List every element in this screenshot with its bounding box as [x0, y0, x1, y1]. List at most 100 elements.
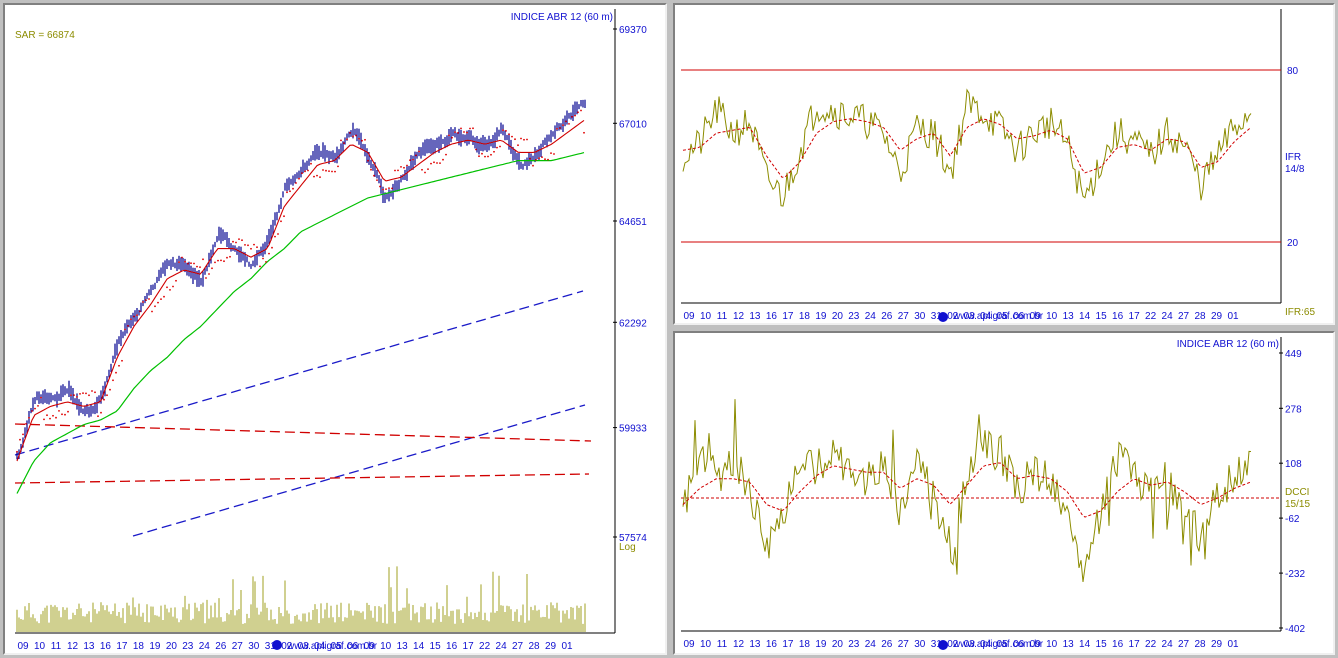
- sar-dot: [73, 394, 75, 396]
- sar-dot: [376, 179, 378, 182]
- sar-dot: [31, 410, 33, 412]
- sar-dots: [16, 109, 585, 453]
- sar-dot: [118, 364, 120, 367]
- sar-dot: [385, 188, 387, 191]
- sar-dot: [169, 289, 171, 291]
- sar-dot: [64, 413, 66, 416]
- sar-dot: [220, 259, 222, 262]
- sar-dot: [163, 295, 165, 298]
- sar-dot: [247, 244, 249, 247]
- ifr-x-tick-label: 24: [1162, 311, 1174, 322]
- price-x-tick-label: 09: [364, 641, 376, 652]
- sar-dot: [76, 396, 78, 398]
- sar-dot: [40, 396, 42, 399]
- url-badge[interactable]: www.apligraf.com.br: [272, 640, 378, 652]
- price-x-tick-label: 13: [397, 641, 409, 652]
- dcci-line: [682, 399, 1252, 582]
- sar-dot: [301, 172, 303, 175]
- dcci-indicator-params: 15/15: [1285, 499, 1310, 510]
- sar-dot: [283, 215, 285, 218]
- sar-dot: [574, 114, 576, 117]
- sar-dot: [103, 398, 105, 401]
- sar-dot: [289, 190, 291, 193]
- price-y-tick-label: 62292: [619, 318, 647, 329]
- dcci-x-tick-label: 04: [980, 639, 992, 650]
- sar-dot: [265, 261, 267, 263]
- dcci-x-tick-label: 19: [815, 639, 827, 650]
- dcci-x-tick-label: 13: [749, 639, 761, 650]
- sar-dot: [493, 150, 495, 153]
- dcci-x-tick-label: 10: [700, 639, 712, 650]
- dcci-y-tick-label: -232: [1285, 569, 1305, 580]
- sar-dot: [403, 166, 405, 169]
- price-x-tick-label: 29: [545, 641, 557, 652]
- price-x-tick-label: 24: [496, 641, 508, 652]
- url-text[interactable]: www.apligraf.com.br: [286, 641, 378, 652]
- ifr-url-badge[interactable]: www.apligraf.com.br: [938, 311, 1044, 322]
- sar-dot: [472, 127, 474, 130]
- sar-dot: [466, 131, 468, 134]
- sar-dot: [508, 133, 510, 136]
- ifr-chart-panel: 80 20 IFR 14/8 IFR:65 09 10 11 12 13 16 17 18 19…: [673, 3, 1335, 325]
- sar-dot: [526, 138, 528, 141]
- dcci-x-tick-label: 28: [1194, 639, 1206, 650]
- ifr-x-tick-label: 16: [766, 311, 778, 322]
- price-x-tick-label: 03: [298, 641, 310, 652]
- price-x-tick-label: 26: [215, 641, 227, 652]
- sar-dot: [388, 187, 390, 190]
- ifr-indicator-params: 14/8: [1285, 164, 1305, 175]
- sar-dot: [127, 325, 129, 327]
- sar-dot: [460, 127, 462, 130]
- sar-dot: [52, 414, 54, 417]
- sar-dot: [355, 134, 357, 137]
- sar-dot: [394, 169, 396, 172]
- ifr-x-tick-label: 29: [1211, 311, 1223, 322]
- ifr-x-tick-label: 30: [914, 311, 926, 322]
- sar-dot: [67, 410, 69, 413]
- dcci-x-tick-label: 14: [1079, 639, 1091, 650]
- sar-dot: [382, 188, 384, 191]
- dcci-url-text[interactable]: www.apligraf.com.br: [952, 639, 1044, 650]
- sar-dot: [115, 371, 117, 374]
- sar-dot: [391, 187, 393, 190]
- sar-dot: [190, 262, 192, 265]
- dcci-x-tick-label: 30: [914, 639, 926, 650]
- price-x-tick-label: 16: [446, 641, 458, 652]
- dcci-x-tick-label: 17: [1129, 639, 1141, 650]
- sar-dot: [358, 137, 360, 140]
- ifr-x-tick-label: 03: [964, 311, 976, 322]
- dcci-x-tick-label: 10: [1046, 639, 1058, 650]
- sar-dot: [58, 410, 60, 412]
- sar-dot: [133, 315, 135, 318]
- ifr-x-tick-label: 06: [1013, 311, 1025, 322]
- sar-dot: [547, 158, 549, 161]
- sar-dot: [580, 109, 582, 112]
- ifr-x-tick-label: 19: [815, 311, 827, 322]
- price-x-tick-label: 13: [83, 641, 95, 652]
- sar-dot: [433, 161, 435, 164]
- short-moving-average-line: [16, 119, 585, 462]
- ifr-url-text[interactable]: www.apligraf.com.br: [952, 311, 1044, 322]
- sar-dot: [316, 174, 318, 177]
- dcci-url-badge[interactable]: www.apligraf.com.br: [938, 639, 1044, 650]
- price-x-tick-label: 23: [182, 641, 194, 652]
- sar-dot: [445, 153, 447, 156]
- sar-dot: [172, 285, 174, 288]
- sar-dot: [418, 150, 420, 153]
- sar-dot: [496, 146, 498, 149]
- price-x-tick-label: 31: [265, 641, 277, 652]
- sar-dot: [346, 138, 348, 141]
- dcci-x-tick-label: 01: [1227, 639, 1239, 650]
- sar-dot: [178, 261, 180, 263]
- price-chart-title: INDICE ABR 12 (60 m): [511, 12, 613, 23]
- dcci-x-tick-label: 09: [683, 639, 695, 650]
- price-x-tick-label: 16: [100, 641, 112, 652]
- sar-dot: [232, 240, 234, 243]
- dcci-indicator-name: DCCI: [1285, 487, 1309, 498]
- sar-dot: [532, 164, 534, 167]
- price-x-tick-label: 17: [463, 641, 475, 652]
- ifr-chart-svg: 80 20 IFR 14/8 IFR:65 09 10 11 12 13 16 17 18 19…: [675, 5, 1333, 323]
- sar-dot: [367, 159, 369, 162]
- sar-dot: [502, 129, 504, 132]
- price-y-tick-label: 59933: [619, 424, 647, 435]
